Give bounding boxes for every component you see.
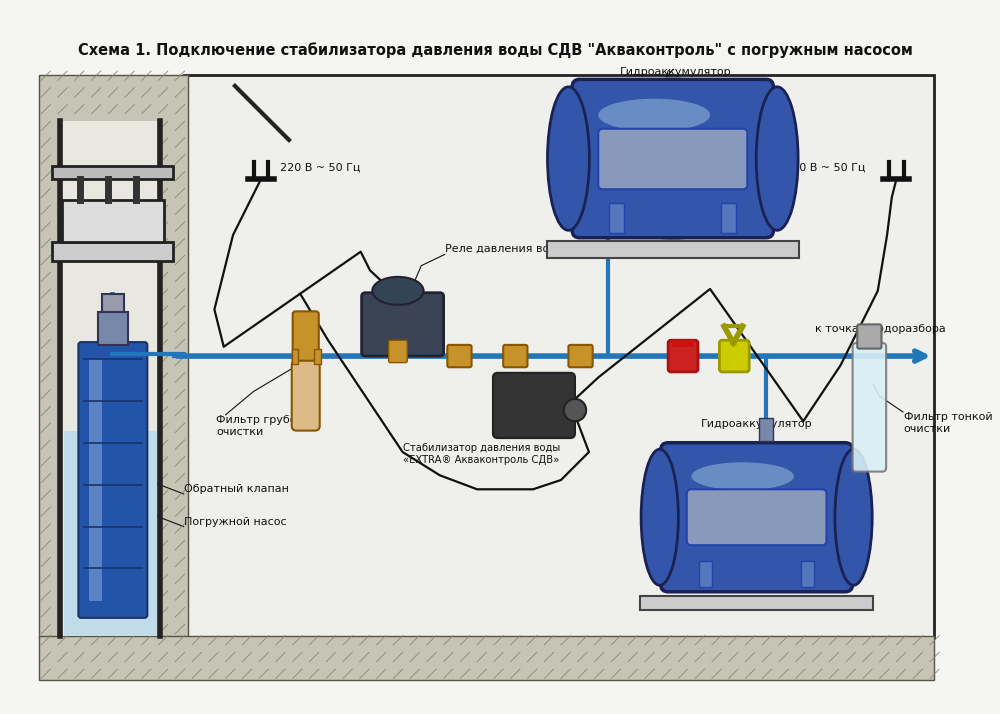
Text: Фильтр тонкой
очистки: Фильтр тонкой очистки [904, 412, 992, 434]
Circle shape [564, 399, 586, 421]
FancyBboxPatch shape [857, 324, 881, 348]
FancyBboxPatch shape [568, 345, 593, 367]
Bar [52, 243, 173, 261]
Bar [640, 595, 873, 610]
Text: Гидроаккумулятор: Гидроаккумулятор [620, 67, 731, 77]
Text: Гидроаккумулятор: Гидроаккумулятор [701, 418, 812, 428]
FancyBboxPatch shape [719, 341, 749, 372]
Bar [62, 201, 164, 243]
Bar [292, 348, 298, 363]
Ellipse shape [641, 449, 678, 585]
Bar [699, 561, 712, 587]
Ellipse shape [598, 99, 710, 131]
Bar [52, 166, 173, 179]
FancyBboxPatch shape [292, 361, 320, 431]
Ellipse shape [552, 79, 794, 238]
Text: Стабилизатор давления воды
«EXTRA® Акваконтроль СДВ»: Стабилизатор давления воды «EXTRA® Аквак… [403, 443, 560, 465]
Bar [184, 75, 934, 638]
Text: Обратный клапан: Обратный клапан [184, 484, 289, 494]
Bar [63, 121, 157, 635]
FancyBboxPatch shape [78, 342, 147, 618]
Bar [609, 203, 624, 233]
Text: Реле давления воды: Реле давления воды [445, 243, 565, 253]
Text: 220 В ~ 50 Гц: 220 В ~ 50 Гц [280, 163, 360, 173]
Bar [801, 561, 814, 587]
Ellipse shape [691, 462, 794, 491]
FancyBboxPatch shape [362, 293, 444, 356]
FancyBboxPatch shape [853, 343, 886, 471]
Text: Фильтр грубой
очистки: Фильтр грубой очистки [216, 415, 304, 437]
Text: Погружной насос: Погружной насос [184, 516, 286, 526]
Bar [102, 293, 124, 312]
FancyBboxPatch shape [598, 129, 747, 189]
Ellipse shape [756, 87, 798, 231]
Bar [314, 348, 321, 363]
FancyBboxPatch shape [661, 443, 853, 592]
Bar [64, 431, 157, 635]
Bar [547, 241, 799, 258]
Bar [98, 312, 128, 345]
Bar [89, 359, 102, 601]
Ellipse shape [372, 277, 424, 305]
Text: Схема 1. Подключение стабилизатора давления воды СДВ "Акваконтроль" с погружным : Схема 1. Подключение стабилизатора давле… [78, 42, 913, 58]
Bar [39, 75, 188, 638]
FancyBboxPatch shape [687, 489, 827, 545]
FancyBboxPatch shape [293, 311, 319, 373]
FancyBboxPatch shape [503, 345, 527, 367]
Bar [759, 418, 773, 441]
Bar [721, 203, 736, 233]
Bar [39, 635, 934, 680]
Text: 220 В ~ 50 Гц: 220 В ~ 50 Гц [785, 163, 865, 173]
FancyBboxPatch shape [572, 79, 773, 238]
Ellipse shape [835, 449, 872, 585]
FancyBboxPatch shape [493, 373, 575, 438]
FancyBboxPatch shape [389, 341, 407, 363]
FancyBboxPatch shape [668, 341, 698, 372]
FancyBboxPatch shape [447, 345, 472, 367]
Text: к точкам водоразбора: к точкам водоразбора [815, 323, 946, 333]
Ellipse shape [547, 87, 589, 231]
